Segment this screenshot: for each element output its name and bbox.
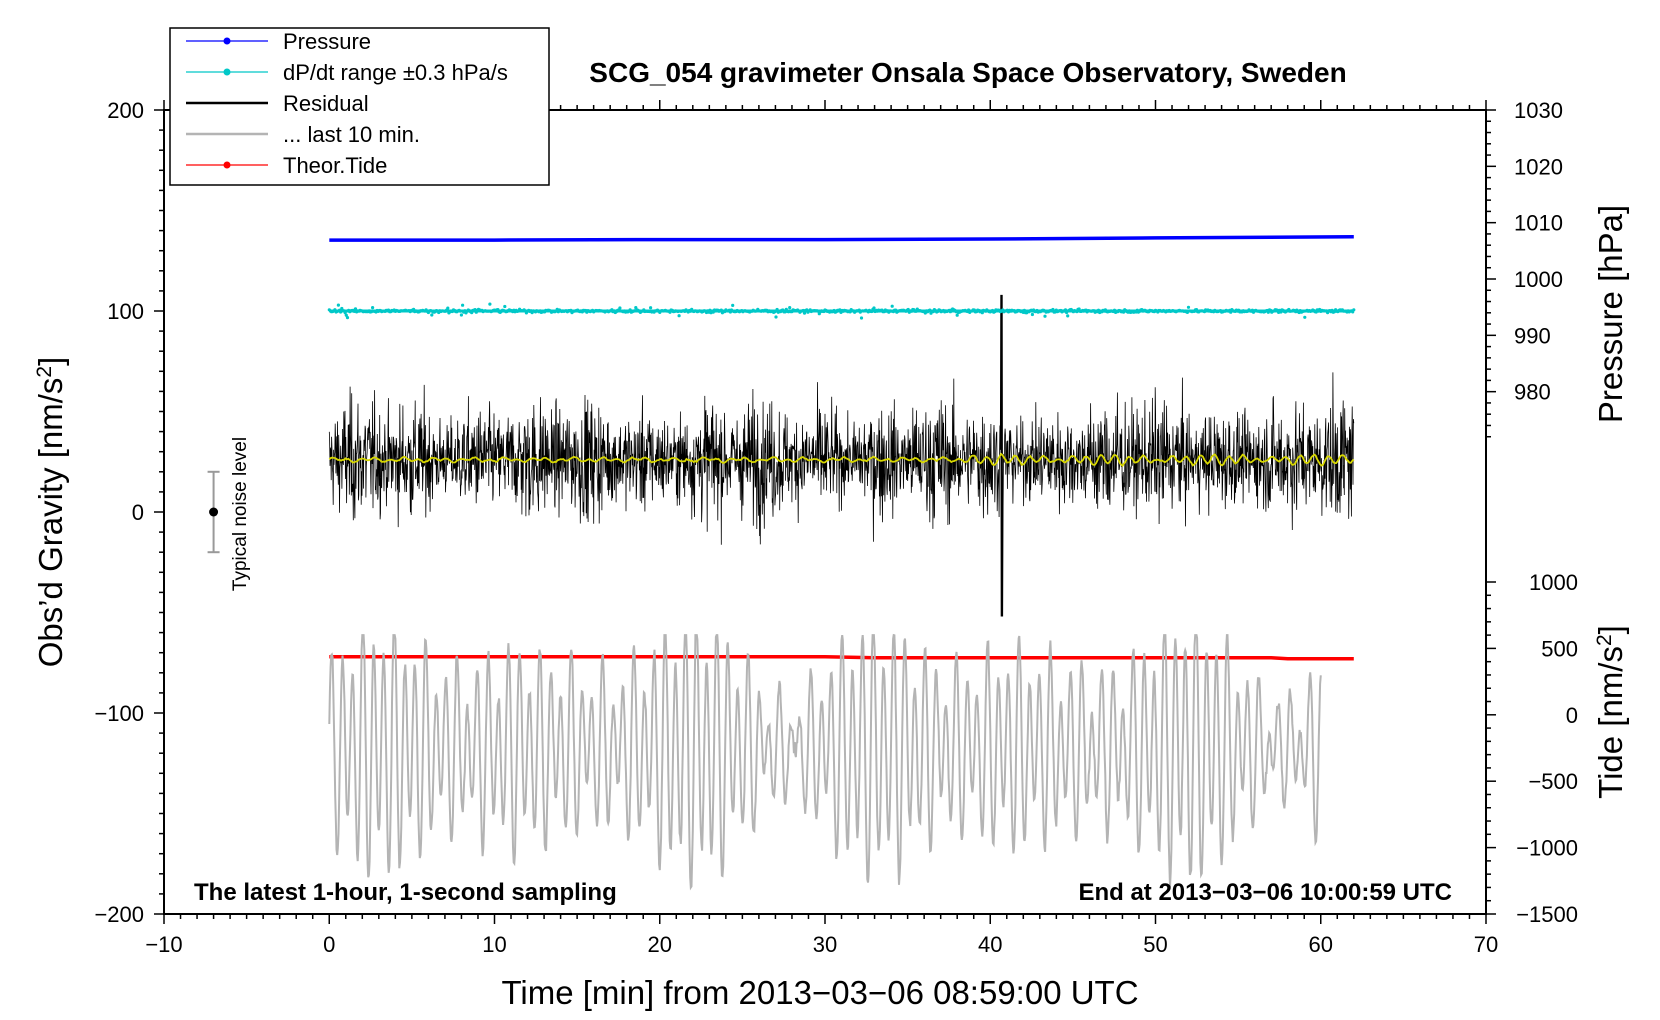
dpdt-point xyxy=(461,303,465,307)
dpdt-point xyxy=(1186,305,1191,309)
dpdt-point xyxy=(344,313,348,317)
dpdt-point xyxy=(345,316,350,320)
legend-box xyxy=(169,27,550,186)
noise-level-indicator xyxy=(207,470,220,554)
y-tick-label: 0 xyxy=(132,500,144,525)
pressure-axis-title: Pressure [hPa] xyxy=(1592,205,1629,423)
dpdt-point xyxy=(503,304,507,309)
tide-tick-label: −1000 xyxy=(1516,836,1578,861)
dpdt-point xyxy=(731,303,735,307)
dpdt-point xyxy=(890,304,894,308)
y-tick-label: −200 xyxy=(94,902,144,927)
y-axis-left: 200 100 0 −100 −200 xyxy=(94,98,164,927)
annotation-right: End at 2013−03−06 10:00:59 UTC xyxy=(1078,879,1452,906)
dpdt-point xyxy=(677,314,681,318)
tide-tick-label: −500 xyxy=(1528,769,1578,794)
dpdt-point xyxy=(430,313,434,317)
tide-axis-title: Tide [nm/s2] xyxy=(1592,625,1629,799)
residual-smoothed-line xyxy=(328,452,1355,468)
x-tick-label: 30 xyxy=(813,932,837,957)
legend-label: dP/dt range ±0.3 hPa/s xyxy=(283,60,508,85)
y-axis-pressure: 1030 1020 1010 1000 990 980 xyxy=(1486,98,1563,438)
data-series-layer xyxy=(327,235,1356,891)
legend-label: ... last 10 min. xyxy=(283,122,420,147)
x-tick-label: −10 xyxy=(145,932,182,957)
dpdt-point xyxy=(1303,315,1307,319)
dpdt-series xyxy=(327,302,1356,320)
dpdt-point xyxy=(649,306,653,310)
y-axis-left-title: Obs’d Gravity [nm/s2] xyxy=(32,357,69,668)
tide-tick-label: −1500 xyxy=(1516,902,1578,927)
pressure-tick-label: 1000 xyxy=(1514,267,1563,292)
annotation-left: The latest 1-hour, 1-second sampling xyxy=(194,879,617,906)
pressure-tick-label: 980 xyxy=(1514,380,1551,405)
dpdt-point xyxy=(336,303,340,307)
pressure-tick-label: 1010 xyxy=(1514,211,1563,236)
y-axis-tide: 1000 500 0 −500 −1000 −1500 xyxy=(1486,570,1578,927)
noise-bar-center-dot xyxy=(209,507,219,517)
chart-title: SCG_054 gravimeter Onsala Space Observat… xyxy=(589,57,1346,88)
x-axis-title: Time [min] from 2013−03−06 08:59:00 UTC xyxy=(501,974,1138,1011)
dpdt-point xyxy=(1043,314,1047,318)
noise-level-label: Typical noise level xyxy=(230,437,251,591)
x-tick-label: 60 xyxy=(1309,932,1333,957)
dpdt-point xyxy=(859,316,864,320)
x-tick-label: 50 xyxy=(1143,932,1167,957)
legend-swatch-dot xyxy=(223,68,231,76)
legend-swatch-dot xyxy=(223,37,231,45)
legend-label: Theor.Tide xyxy=(283,153,387,178)
pressure-tick-label: 1030 xyxy=(1514,98,1563,123)
x-tick-label: 0 xyxy=(323,932,335,957)
dpdt-point xyxy=(774,315,778,319)
dpdt-point xyxy=(488,302,492,306)
dpdt-point xyxy=(788,306,792,310)
tide-tick-label: 500 xyxy=(1541,636,1578,661)
legend-items: Pressure dP/dt range ±0.3 hPa/s Residual..… xyxy=(186,29,508,178)
x-axis: −10 0 10 20 30 40 50 60 70 xyxy=(145,100,1498,957)
y-tick-label: 100 xyxy=(107,299,144,324)
x-tick-label: 10 xyxy=(482,932,506,957)
x-tick-label: 40 xyxy=(978,932,1002,957)
last-10-min-line xyxy=(328,633,1322,891)
pressure-series-line xyxy=(329,235,1354,242)
dpdt-point xyxy=(446,306,450,310)
tide-tick-label: 1000 xyxy=(1529,570,1578,595)
x-tick-label: 70 xyxy=(1474,932,1498,957)
legend: Pressure dP/dt range ±0.3 hPa/s Residual..… xyxy=(169,27,550,186)
residual-series-line xyxy=(328,294,1355,617)
x-tick-label: 20 xyxy=(648,932,672,957)
legend-label: Residual xyxy=(283,91,369,116)
dpdt-point xyxy=(1030,312,1034,317)
tide-tick-label: 0 xyxy=(1566,703,1578,728)
legend-swatch-dot xyxy=(223,161,231,169)
legend-label: Pressure xyxy=(283,29,371,54)
theoretical-tide-line xyxy=(329,654,1354,661)
dpdt-point xyxy=(371,306,375,310)
dpdt-point xyxy=(955,313,959,317)
pressure-tick-label: 1020 xyxy=(1514,154,1563,179)
y-tick-label: −100 xyxy=(94,701,144,726)
dpdt-point xyxy=(872,306,876,310)
dpdt-point xyxy=(618,306,622,310)
y-tick-label: 200 xyxy=(107,98,144,123)
pressure-tick-label: 990 xyxy=(1514,323,1551,348)
dpdt-point xyxy=(1066,314,1070,318)
dpdt-point xyxy=(459,313,463,317)
